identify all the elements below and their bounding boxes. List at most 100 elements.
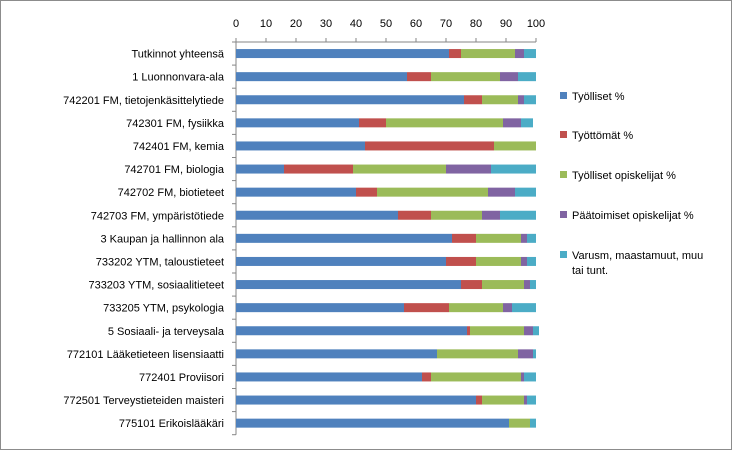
category-label: 742201 FM, tietojenkäsittelytiede — [63, 95, 224, 107]
legend-label: Työlliset % — [572, 91, 625, 103]
bar-segment — [236, 395, 476, 405]
legend-swatch — [560, 92, 567, 99]
legend-swatch — [560, 211, 567, 218]
bar-segment — [236, 303, 404, 313]
bar-segment — [446, 164, 491, 174]
category-label: 772401 Proviisori — [139, 372, 224, 384]
bar-segment — [524, 280, 530, 290]
legend-swatch — [560, 171, 567, 178]
bar-segment — [407, 72, 431, 82]
bar-segment — [491, 164, 536, 174]
bar-segment — [503, 303, 512, 313]
bar-segment — [488, 187, 515, 197]
bar-segment — [524, 395, 527, 405]
bar-segment — [494, 141, 536, 151]
category-label: 5 Sosiaali- ja terveysala — [108, 326, 225, 338]
category-label: 775101 Erikoislääkäri — [119, 418, 224, 430]
category-label: 733203 YTM, sosiaalitieteet — [88, 280, 224, 292]
category-label: 3 Kaupan ja hallinnon ala — [100, 233, 224, 245]
bar-segment — [527, 395, 536, 405]
bar-segment — [464, 95, 482, 105]
x-tick-label: 10 — [260, 18, 272, 30]
category-label: 742703 FM, ympäristötiede — [91, 210, 224, 222]
bar-segment — [524, 326, 533, 336]
bar-segment — [437, 349, 518, 359]
category-label: 733205 YTM, psykologia — [103, 303, 225, 315]
bar-segment — [404, 303, 449, 313]
bar-segment — [476, 395, 482, 405]
x-tick-label: 70 — [440, 18, 452, 30]
category-label: 742702 FM, biotieteet — [118, 187, 224, 199]
bar-segment — [431, 372, 521, 382]
bar-segment — [284, 164, 353, 174]
bar-segment — [524, 49, 536, 59]
bar-segment — [503, 118, 521, 128]
bar-segment — [476, 233, 521, 243]
bar-segment — [482, 95, 518, 105]
bar-segment — [509, 418, 530, 428]
bar-segment — [512, 303, 536, 313]
x-tick-label: 20 — [290, 18, 302, 30]
bar-segment — [530, 280, 536, 290]
x-tick-label: 50 — [380, 18, 392, 30]
bar-segment — [527, 256, 536, 266]
x-tick-label: 30 — [320, 18, 332, 30]
category-label: 1 Luonnonvara-ala — [132, 72, 225, 84]
bar-segment — [467, 326, 470, 336]
bar-segment — [515, 49, 524, 59]
category-label: 772101 Lääketieteen lisensiaatti — [67, 349, 224, 361]
bar-segment — [236, 349, 437, 359]
bar-segment — [500, 210, 536, 220]
bar-segment — [461, 280, 482, 290]
bar-segment — [236, 233, 452, 243]
category-label: 742401 FM, kemia — [133, 141, 225, 153]
legend-label: Työlliset opiskelijat % — [572, 170, 676, 182]
bar-segment — [236, 418, 509, 428]
bar-segment — [482, 280, 524, 290]
bar-segment — [236, 95, 464, 105]
x-tick-label: 90 — [500, 18, 512, 30]
bar-segment — [527, 233, 536, 243]
bar-segment — [449, 49, 461, 59]
category-label: 742701 FM, biologia — [124, 164, 225, 176]
legend-label: Varusm, maastamuut, muu tai tunt. — [572, 250, 703, 277]
bar-segment — [482, 210, 500, 220]
bar-segment — [377, 187, 488, 197]
bar-segment — [236, 164, 284, 174]
bar-segment — [236, 141, 365, 151]
bar-segment — [521, 233, 527, 243]
bar-segment — [236, 256, 446, 266]
legend-swatch — [560, 131, 567, 138]
bar-segment — [236, 72, 407, 82]
legend-label: Työttömät % — [572, 130, 633, 142]
legend-label: Päätoimiset opiskelijat % — [572, 210, 694, 222]
x-tick-label: 100 — [527, 18, 545, 30]
bar-segment — [518, 349, 533, 359]
bar-segment — [470, 326, 524, 336]
category-label: 742301 FM, fysiikka — [126, 118, 225, 130]
bar-segment — [461, 49, 515, 59]
bar-segment — [236, 187, 356, 197]
x-tick-label: 80 — [470, 18, 482, 30]
category-label: 772501 Terveystieteiden maisteri — [63, 395, 224, 407]
bar-segment — [431, 210, 482, 220]
bar-segment — [236, 372, 422, 382]
bar-segment — [518, 72, 536, 82]
x-tick-label: 0 — [233, 18, 239, 30]
bar-segment — [431, 72, 500, 82]
x-tick-label: 40 — [350, 18, 362, 30]
bar-segment — [359, 118, 386, 128]
bar-segment — [500, 72, 518, 82]
bar-segment — [236, 118, 359, 128]
category-label: Tutkinnot yhteensä — [131, 49, 224, 61]
bar-segment — [353, 164, 446, 174]
bar-segment — [452, 233, 476, 243]
bar-segment — [521, 372, 524, 382]
bar-segment — [521, 256, 527, 266]
bar-segment — [236, 210, 398, 220]
category-label: 733202 YTM, taloustieteet — [96, 256, 224, 268]
bar-segment — [449, 303, 503, 313]
bar-segment — [236, 280, 461, 290]
bar-segment — [533, 326, 539, 336]
